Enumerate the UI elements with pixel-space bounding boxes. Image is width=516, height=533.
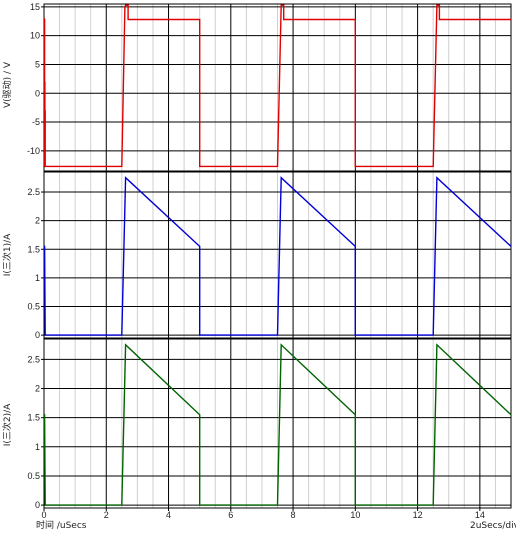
voltage-drive-y-label: V(驱动) / V [2,61,13,108]
y-tick-label: 0.5 [27,302,40,312]
current-secondary-2-panel: 0 0.5 1 1.5 2 2.5 I(三次2)/A [1,338,512,510]
current-secondary-1-y-label: I(三次1)/A [1,233,13,276]
y-tick-label: -10 [27,146,40,156]
x-tick-label: 14 [475,510,485,520]
y-tick-label: 2 [35,216,40,226]
y-tick-label: 0 [35,500,40,510]
y-tick-label: 1 [35,273,40,283]
y-tick-label: 1.5 [27,413,40,423]
y-tick-label: 10 [30,31,40,41]
x-tick-label: 6 [228,510,233,520]
y-tick-label: 15 [30,2,40,12]
y-tick-label: -5 [32,117,40,127]
x-tick-label: 12 [413,510,423,520]
y-tick-label: 0 [35,330,40,340]
y-tick-label: 2.5 [27,354,40,364]
time-scale-label: 2uSecs/div [470,521,516,531]
current-secondary-1-panel: 0 0.5 1 1.5 2 2.5 I(三次1)/A [1,171,512,340]
y-tick-label: 2.5 [27,187,40,197]
y-tick-label: 0.5 [27,471,40,481]
voltage-drive-panel: -10 -5 0 5 10 15 V(驱动) / V [2,2,512,172]
x-axis-label: 时间 /uSecs [36,519,87,531]
y-tick-label: 5 [35,59,40,69]
y-tick-label: 1.5 [27,244,40,254]
y-tick-label: 2 [35,384,40,394]
current-secondary-2-y-label: I(三次2)/A [1,403,13,446]
x-tick-label: 2 [104,510,109,520]
x-tick-label: 0 [41,510,46,520]
y-tick-label: 0 [35,88,40,98]
x-tick-label: 8 [291,510,296,520]
x-tick-label: 10 [350,510,360,520]
y-tick-label: 1 [35,442,40,452]
x-tick-label: 4 [166,510,171,520]
